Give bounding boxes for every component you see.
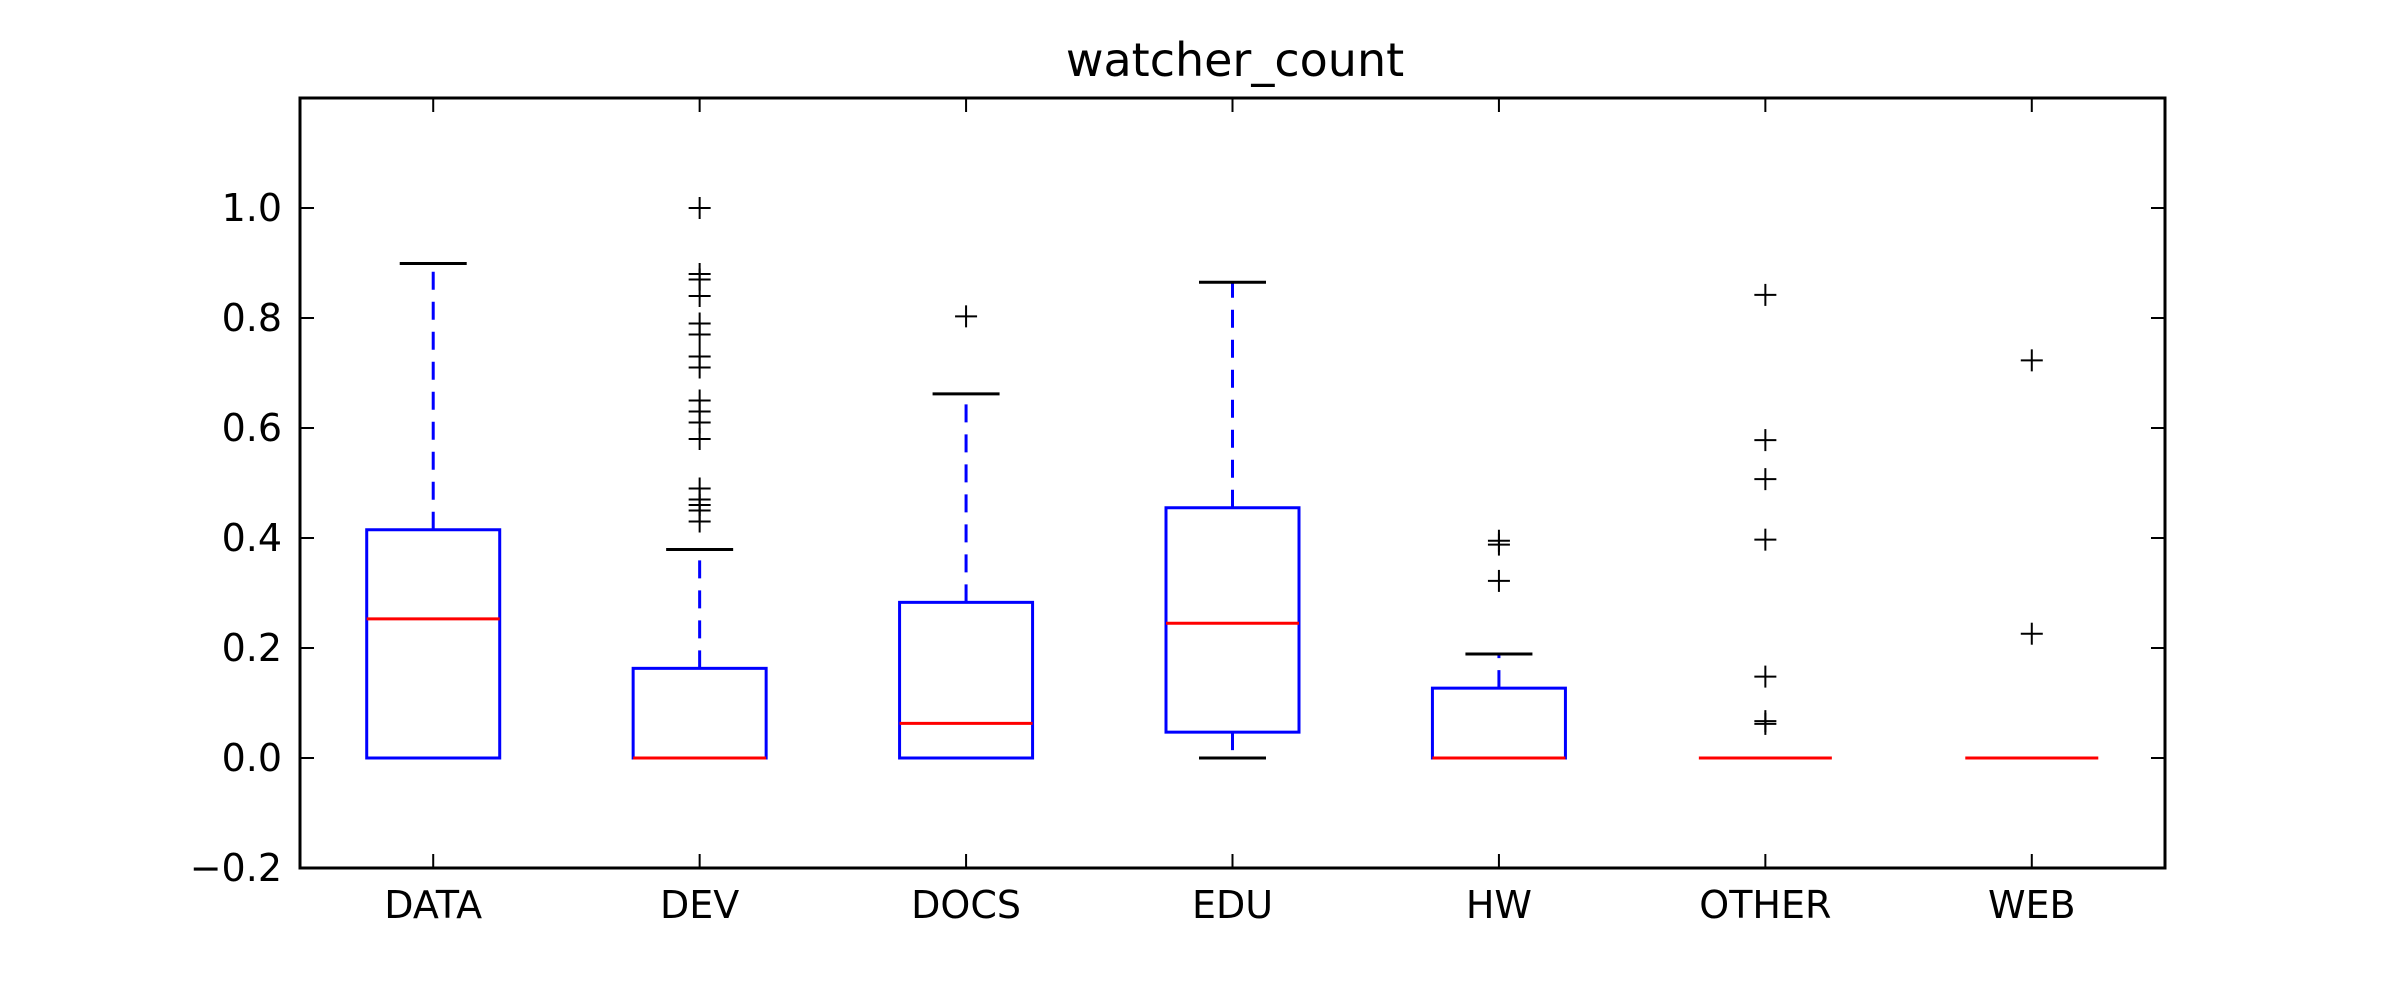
x-tick-label: WEB: [1988, 883, 2076, 927]
box-group-dev: [631, 197, 768, 760]
outlier-point: [688, 323, 711, 346]
box: [631, 666, 768, 760]
plot-frame: [298, 96, 2167, 870]
y-tick-label: 0.2: [222, 626, 282, 670]
outlier-point: [1487, 569, 1510, 592]
box-group-docs: [898, 305, 1035, 760]
outlier-point: [955, 305, 978, 328]
y-tick-label: 0.0: [222, 736, 282, 780]
x-tick-label: DEV: [660, 883, 739, 927]
y-tick-label: 0.6: [222, 406, 282, 450]
outlier-point: [688, 285, 711, 307]
outlier-point: [1754, 429, 1777, 452]
box: [898, 600, 1035, 760]
y-tick-label: −0.2: [190, 846, 282, 890]
box-group-data: [365, 262, 502, 760]
outlier-point: [1754, 528, 1777, 551]
box: [365, 528, 502, 760]
outlier-point: [1754, 283, 1777, 306]
outlier-point: [688, 510, 711, 533]
outlier-point: [2020, 622, 2043, 645]
outlier-point: [1487, 533, 1510, 556]
outlier-point: [1754, 665, 1777, 688]
outlier-point: [2020, 349, 2043, 372]
box: [1164, 506, 1301, 734]
outlier-point: [688, 197, 711, 219]
chart-title: watcher_count: [1066, 33, 1404, 87]
y-tick-label: 0.8: [222, 296, 282, 340]
box-group-web: [1965, 349, 2099, 760]
x-tick-label: HW: [1466, 883, 1532, 927]
outlier-point: [688, 428, 711, 450]
outlier-point: [688, 356, 711, 379]
outlier-point: [1754, 468, 1777, 491]
box-group-other: [1698, 283, 1832, 760]
box-group-edu: [1164, 280, 1301, 760]
outlier-point: [1754, 712, 1777, 735]
box: [1430, 686, 1567, 760]
y-tick-label: 1.0: [222, 186, 282, 230]
box-group-hw: [1430, 529, 1567, 760]
x-tick-label: OTHER: [1699, 883, 1831, 927]
y-tick-label: 0.4: [222, 516, 282, 560]
x-tick-label: DATA: [384, 883, 482, 927]
x-tick-label: DOCS: [911, 883, 1021, 927]
x-tick-label: EDU: [1192, 883, 1273, 927]
chart-marks: −0.2 0.0 0.2 0.4 0.6 0.8 1.0 DATA DEV DOCS EDU HW OT…: [190, 98, 2165, 927]
